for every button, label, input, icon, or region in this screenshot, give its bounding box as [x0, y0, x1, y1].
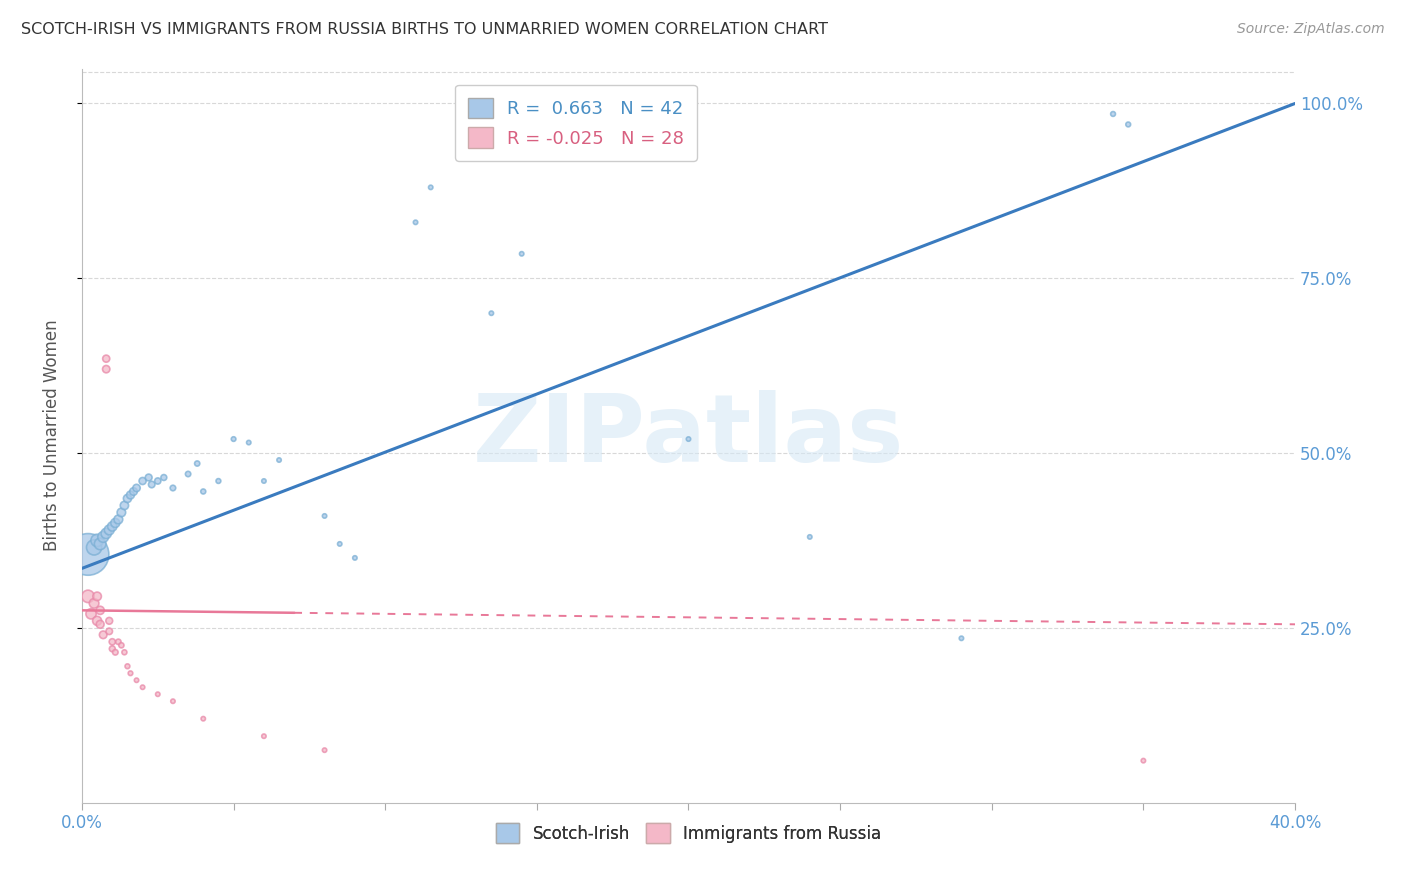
Point — [86, 590, 108, 604]
Point — [86, 533, 108, 548]
Legend: Scotch-Irish, Immigrants from Russia: Scotch-Irish, Immigrants from Russia — [489, 817, 889, 849]
Point — [329, 537, 352, 551]
Point — [678, 432, 700, 446]
Point — [131, 680, 153, 694]
Point — [96, 526, 118, 541]
Point — [117, 491, 139, 506]
Point — [146, 687, 169, 701]
Point — [86, 614, 108, 628]
Point — [253, 474, 276, 488]
Point — [177, 467, 200, 481]
Point — [77, 590, 100, 604]
Point — [91, 628, 114, 642]
Point — [193, 712, 215, 726]
Point — [89, 537, 111, 551]
Point — [112, 499, 135, 513]
Point — [80, 607, 103, 621]
Point — [1116, 118, 1139, 132]
Point — [120, 488, 142, 502]
Y-axis label: Births to Unmarried Women: Births to Unmarried Women — [44, 319, 60, 551]
Point — [253, 729, 276, 743]
Text: ZIPatlas: ZIPatlas — [472, 390, 904, 482]
Point — [83, 596, 105, 610]
Point — [153, 470, 176, 484]
Point — [98, 624, 121, 639]
Point — [222, 432, 245, 446]
Point — [267, 453, 290, 467]
Point — [110, 506, 132, 520]
Point — [405, 215, 427, 229]
Point — [104, 516, 127, 530]
Text: SCOTCH-IRISH VS IMMIGRANTS FROM RUSSIA BIRTHS TO UNMARRIED WOMEN CORRELATION CHA: SCOTCH-IRISH VS IMMIGRANTS FROM RUSSIA B… — [21, 22, 828, 37]
Point — [89, 617, 111, 632]
Point — [125, 673, 148, 688]
Point — [98, 523, 121, 537]
Point — [510, 247, 533, 261]
Point — [146, 474, 169, 488]
Point — [186, 457, 208, 471]
Point — [101, 519, 124, 533]
Point — [238, 435, 260, 450]
Point — [107, 635, 129, 649]
Point — [83, 541, 105, 555]
Point — [98, 614, 121, 628]
Point — [77, 548, 100, 562]
Point — [799, 530, 821, 544]
Point — [1132, 754, 1154, 768]
Point — [96, 351, 118, 366]
Point — [207, 474, 229, 488]
Point — [141, 477, 163, 491]
Point — [117, 659, 139, 673]
Point — [314, 743, 336, 757]
Point — [125, 481, 148, 495]
Point — [193, 484, 215, 499]
Point — [107, 512, 129, 526]
Point — [110, 638, 132, 652]
Point — [479, 306, 502, 320]
Point — [162, 481, 184, 495]
Point — [101, 641, 124, 656]
Text: Source: ZipAtlas.com: Source: ZipAtlas.com — [1237, 22, 1385, 37]
Point — [96, 362, 118, 376]
Point — [91, 530, 114, 544]
Point — [1102, 107, 1125, 121]
Point — [104, 645, 127, 659]
Point — [120, 666, 142, 681]
Point — [89, 603, 111, 617]
Point — [343, 550, 366, 565]
Point — [138, 470, 160, 484]
Point — [419, 180, 441, 194]
Point — [131, 474, 153, 488]
Point — [950, 632, 973, 646]
Point — [122, 484, 145, 499]
Point — [112, 645, 135, 659]
Point — [314, 508, 336, 523]
Point — [101, 635, 124, 649]
Point — [162, 694, 184, 708]
